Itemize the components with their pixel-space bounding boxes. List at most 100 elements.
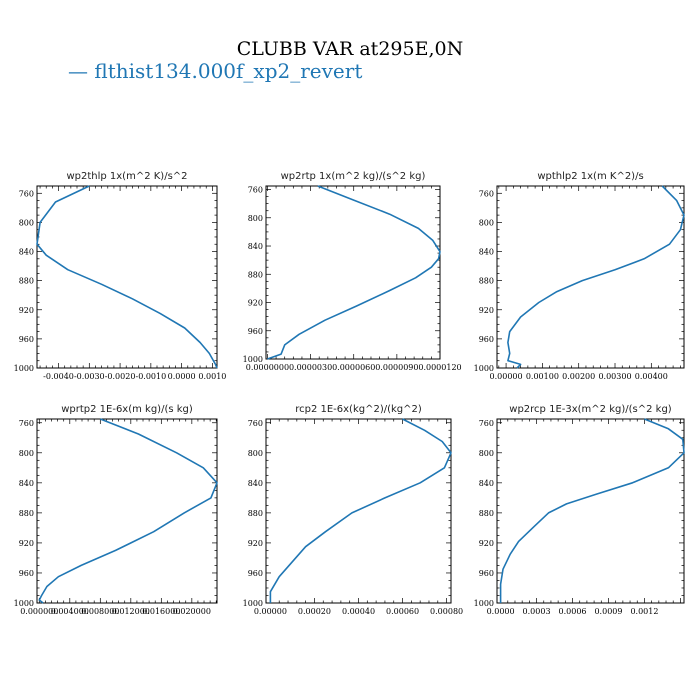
plot-frame bbox=[496, 185, 685, 369]
series-line bbox=[36, 185, 218, 369]
x-tick-label: 0.0000030 bbox=[289, 363, 332, 372]
x-tick-label: 0.0000000 bbox=[246, 363, 289, 372]
series-line bbox=[38, 418, 218, 604]
x-tick-label: 0.020000 bbox=[173, 607, 211, 616]
x-tick-label: -0.0030 bbox=[74, 372, 105, 381]
y-tick-label: 880 bbox=[248, 509, 263, 518]
y-tick-label: 840 bbox=[19, 248, 34, 257]
x-tick-label: 0.00300 bbox=[598, 372, 631, 381]
plot-frame bbox=[36, 185, 218, 369]
legend-entry: — flthist134.000f_xp2_revert bbox=[68, 59, 363, 83]
panel-title: wprtp2 1E-6x(m kg)/(s kg) bbox=[61, 404, 193, 415]
x-tick-label: 0.00000 bbox=[490, 372, 523, 381]
x-tick-label: 0.00200 bbox=[562, 372, 595, 381]
plot-frame bbox=[265, 418, 452, 604]
series-line bbox=[267, 185, 441, 360]
panel-2: wp2rtp 1x(m^2 kg)/(s^2 kg) 760 800 840 880 92… bbox=[243, 171, 462, 372]
y-tick-label: 960 bbox=[248, 327, 263, 336]
y-tick-label: 880 bbox=[479, 509, 494, 518]
x-tick-label: 0.0009 bbox=[594, 607, 622, 616]
y-tick-label: 920 bbox=[19, 539, 34, 548]
panel-title: wp2rtp 1x(m^2 kg)/(s^2 kg) bbox=[281, 171, 426, 182]
y-tick-label: 960 bbox=[19, 569, 34, 578]
x-tick-label: 0.0000 bbox=[168, 372, 196, 381]
series-line bbox=[269, 418, 452, 603]
x-tick-label: 0.004000 bbox=[51, 607, 89, 616]
y-tick-label: 800 bbox=[19, 218, 34, 227]
y-tick-label: 1000 bbox=[474, 364, 494, 373]
x-tick-label: 0.0000120 bbox=[418, 363, 461, 372]
y-tick-label: 800 bbox=[479, 449, 494, 458]
x-tick-label: 0.0006 bbox=[559, 607, 587, 616]
x-tick-label: 0.000000 bbox=[20, 607, 58, 616]
y-tick-label: 1000 bbox=[14, 599, 34, 608]
y-tick-label: 1000 bbox=[243, 599, 263, 608]
y-tick-label: 800 bbox=[248, 449, 263, 458]
y-tick-label: 800 bbox=[479, 218, 494, 227]
x-tick-label: 0.016000 bbox=[142, 607, 180, 616]
y-tick-label: 960 bbox=[19, 335, 34, 344]
x-tick-label: 0.008000 bbox=[81, 607, 119, 616]
panel-title: wp2rcp 1E-3x(m^2 kg)/(s^2 kg) bbox=[509, 404, 672, 415]
series-line bbox=[507, 185, 685, 369]
y-tick-label: 1000 bbox=[474, 599, 494, 608]
y-tick-label: 760 bbox=[19, 189, 34, 198]
x-tick-label: 0.012000 bbox=[112, 607, 150, 616]
plot-frame bbox=[496, 418, 685, 604]
x-tick-label: -0.0010 bbox=[135, 372, 166, 381]
y-tick-label: 840 bbox=[248, 242, 263, 251]
x-tick-label: 0.00100 bbox=[526, 372, 559, 381]
y-tick-label: 840 bbox=[479, 479, 494, 488]
y-tick-label: 920 bbox=[479, 306, 494, 315]
y-tick-label: 840 bbox=[479, 248, 494, 257]
y-tick-label: 800 bbox=[19, 449, 34, 458]
x-tick-label: 0.0000060 bbox=[332, 363, 375, 372]
x-tick-label: 0.00020 bbox=[298, 607, 331, 616]
x-tick-label: 0.00040 bbox=[342, 607, 375, 616]
y-tick-label: 760 bbox=[479, 189, 494, 198]
y-tick-label: 920 bbox=[19, 306, 34, 315]
x-tick-label: 0.0000090 bbox=[375, 363, 418, 372]
y-tick-label: 880 bbox=[479, 277, 494, 286]
y-tick-label: 920 bbox=[479, 539, 494, 548]
y-tick-label: 960 bbox=[248, 569, 263, 578]
x-tick-label: 0.00400 bbox=[635, 372, 668, 381]
y-tick-label: 960 bbox=[479, 335, 494, 344]
panel-title: wp2thlp 1x(m^2 K)/s^2 bbox=[66, 171, 187, 182]
y-tick-label: 1000 bbox=[243, 355, 263, 364]
x-tick-label: 0.0000 bbox=[487, 607, 515, 616]
y-tick-label: 760 bbox=[479, 419, 494, 428]
y-tick-label: 840 bbox=[248, 479, 263, 488]
y-tick-label: 880 bbox=[19, 509, 34, 518]
panel-1: wp2thlp 1x(m^2 K)/s^2 760 800 840 880 920 960 1… bbox=[14, 171, 227, 381]
y-tick-label: 760 bbox=[248, 419, 263, 428]
plot-frame bbox=[36, 418, 218, 604]
panel-title: rcp2 1E-6x(kg^2)/(kg^2) bbox=[295, 404, 422, 415]
y-tick-label: 800 bbox=[248, 214, 263, 223]
y-tick-label: 880 bbox=[248, 270, 263, 279]
chart-title: CLUBB VAR at295E,0N bbox=[236, 38, 464, 60]
panel-3: wpthlp2 1x(m K^2)/s 760 800 840 880 920 960 100… bbox=[474, 171, 685, 381]
x-tick-label: 0.00080 bbox=[430, 607, 463, 616]
series-line bbox=[499, 418, 685, 603]
x-tick-label: -0.0020 bbox=[105, 372, 136, 381]
y-tick-label: 1000 bbox=[14, 364, 34, 373]
x-tick-label: -0.0040 bbox=[43, 372, 74, 381]
y-tick-label: 960 bbox=[479, 569, 494, 578]
plot-frame bbox=[265, 185, 441, 360]
x-tick-label: 0.00060 bbox=[386, 607, 419, 616]
y-tick-label: 920 bbox=[248, 539, 263, 548]
y-tick-label: 880 bbox=[19, 277, 34, 286]
x-tick-label: 0.0012 bbox=[630, 607, 658, 616]
x-tick-label: 0.00000 bbox=[254, 607, 287, 616]
panel-5: rcp2 1E-6x(kg^2)/(kg^2) 760 800 840 880 920 96… bbox=[243, 404, 464, 616]
x-tick-label: 0.0010 bbox=[198, 372, 226, 381]
y-tick-label: 760 bbox=[248, 186, 263, 195]
y-tick-label: 840 bbox=[19, 479, 34, 488]
y-tick-label: 760 bbox=[19, 419, 34, 428]
panel-4: wprtp2 1E-6x(m kg)/(s kg) 760 800 840 880 920… bbox=[14, 404, 218, 616]
x-tick-label: 0.0003 bbox=[523, 607, 551, 616]
panel-6: wp2rcp 1E-3x(m^2 kg)/(s^2 kg) 760 800 840 88… bbox=[474, 404, 685, 616]
panel-title: wpthlp2 1x(m K^2)/s bbox=[537, 171, 643, 182]
